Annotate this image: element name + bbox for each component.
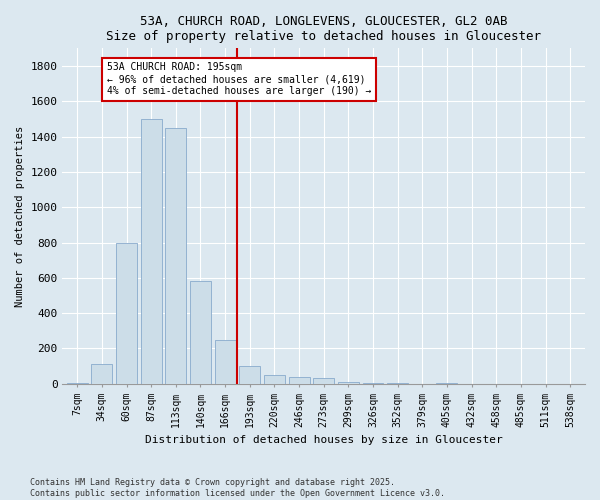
Bar (190, 282, 211, 384)
X-axis label: Distribution of detached houses by size in Gloucester: Distribution of detached houses by size … (145, 435, 503, 445)
Bar (362, 383, 383, 384)
Bar (166, 128, 186, 384)
Bar (289, 376, 310, 384)
Text: 53A CHURCH ROAD: 195sqm
← 96% of detached houses are smaller (4,619)
4% of semi-: 53A CHURCH ROAD: 195sqm ← 96% of detache… (107, 62, 371, 96)
Bar (338, 382, 359, 384)
Y-axis label: Number of detached properties: Number of detached properties (15, 126, 25, 306)
Text: Contains HM Land Registry data © Crown copyright and database right 2025.
Contai: Contains HM Land Registry data © Crown c… (30, 478, 445, 498)
Bar (215, 340, 236, 384)
Bar (264, 375, 285, 384)
Bar (239, 366, 260, 384)
Title: 53A, CHURCH ROAD, LONGLEVENS, GLOUCESTER, GL2 0AB
Size of property relative to d: 53A, CHURCH ROAD, LONGLEVENS, GLOUCESTER… (106, 15, 541, 43)
Bar (91, 364, 112, 384)
Bar (116, 242, 137, 384)
Bar (313, 378, 334, 384)
Bar (140, 119, 161, 384)
